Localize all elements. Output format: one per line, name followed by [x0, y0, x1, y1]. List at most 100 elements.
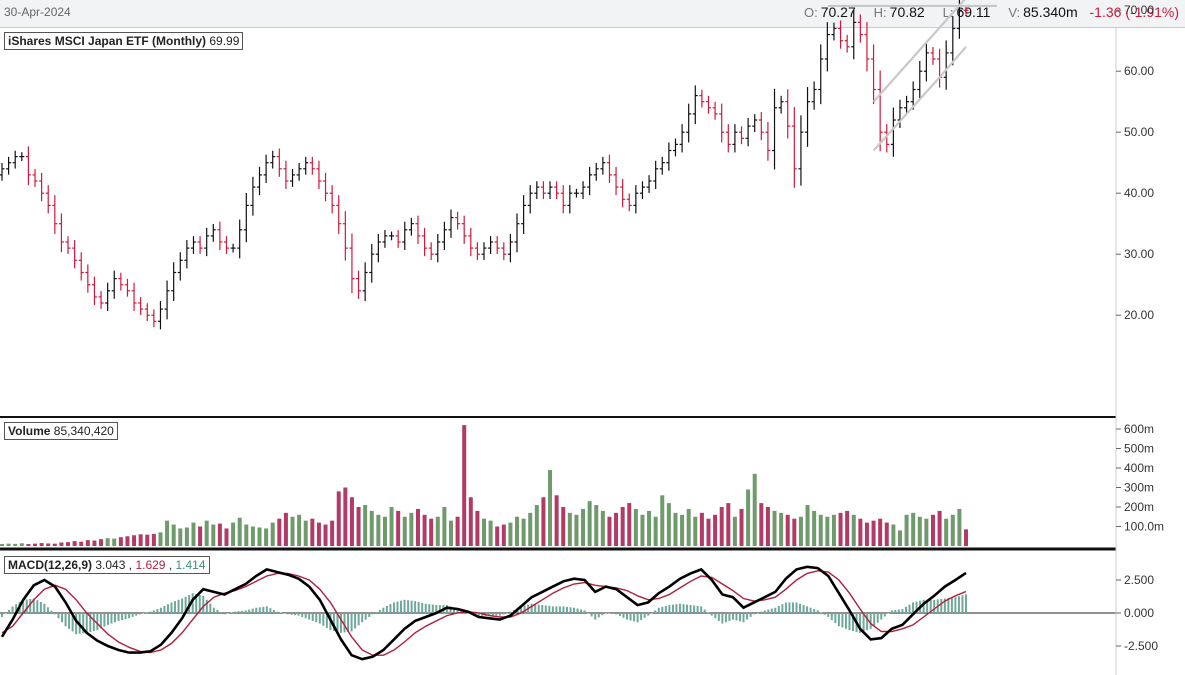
macd-histogram-bar	[25, 599, 28, 613]
volume-bar	[39, 543, 44, 546]
macd-histogram-bar	[929, 599, 932, 613]
volume-bar	[257, 527, 262, 546]
macd-histogram-bar	[940, 598, 943, 613]
macd-histogram-bar	[230, 612, 233, 614]
volume-bar	[561, 507, 566, 546]
volume-bar	[818, 514, 823, 546]
price-bar	[435, 233, 441, 263]
price-y-label: 30.00	[1124, 247, 1154, 261]
macd-histogram-bar	[244, 610, 247, 613]
macd-legend[interactable]: MACD(12,26,9) 3.043 , 1.629 , 1.414	[4, 556, 210, 574]
macd-histogram-bar	[548, 605, 551, 613]
macd-histogram-bar	[562, 606, 565, 613]
price-bar	[124, 278, 130, 297]
macd-histogram-bar	[820, 612, 823, 614]
macd-histogram-bar	[262, 606, 265, 613]
macd-histogram-bar	[950, 597, 953, 613]
macd-histogram-bar	[32, 598, 35, 613]
volume-bar	[785, 514, 790, 546]
macd-histogram-bar	[71, 613, 74, 632]
macd-histogram-bar	[181, 598, 184, 613]
price-bar	[250, 176, 256, 216]
price-bar	[217, 221, 223, 251]
macd-histogram-bar	[248, 609, 251, 613]
volume-bar	[217, 523, 222, 546]
volume-bar	[680, 514, 685, 546]
volume-bar	[904, 514, 909, 546]
macd-histogram-bar	[947, 598, 950, 613]
price-bar	[785, 89, 791, 139]
volume-bar	[594, 505, 599, 546]
volume-bar	[198, 526, 203, 546]
volume-bar	[250, 526, 255, 546]
macd-histogram-bar	[788, 602, 791, 613]
macd-histogram-bar	[15, 604, 18, 613]
price-bar	[580, 181, 586, 200]
price-bar	[329, 185, 335, 214]
price-bar	[963, 5, 969, 15]
volume-bar	[937, 510, 942, 546]
macd-histogram-bar	[477, 613, 480, 617]
macd-histogram-bar	[145, 612, 148, 614]
price-bar	[547, 181, 553, 200]
volume-bar	[105, 538, 110, 546]
macd-histogram-bar	[431, 604, 434, 613]
volume-bar	[534, 505, 539, 546]
volume-bar	[627, 503, 632, 546]
volume-bar	[858, 518, 863, 546]
price-bar	[838, 20, 844, 49]
macd-histogram-bar	[728, 613, 731, 621]
macd-histogram-bar	[657, 607, 660, 613]
macd-histogram-bar	[1, 613, 3, 617]
volume-bar	[567, 512, 572, 546]
macd-histogram-bar	[400, 600, 403, 613]
macd-histogram-bar	[915, 601, 918, 613]
macd-histogram-bar	[223, 613, 226, 615]
macd-histogram-bar	[873, 613, 876, 626]
macd-histogram-bar	[255, 607, 258, 613]
macd-histogram-bar	[622, 613, 625, 618]
volume-bar	[878, 518, 883, 546]
price-bar	[85, 264, 91, 293]
price-bar	[65, 236, 71, 254]
macd-histogram-bar	[555, 606, 558, 613]
price-bar	[342, 211, 348, 261]
price-bar	[864, 22, 870, 72]
volume-bar	[706, 518, 711, 546]
volume-bar	[779, 512, 784, 546]
macd-histogram-bar	[311, 613, 314, 621]
macd-histogram-bar	[265, 606, 268, 613]
price-bar	[72, 240, 78, 269]
volume-bar	[151, 533, 156, 546]
price-bar	[824, 22, 830, 72]
macd-histogram-bar	[505, 613, 508, 614]
macd-histogram-bar	[234, 611, 237, 613]
low-value: 69.11	[956, 4, 991, 20]
volume-legend[interactable]: Volume 85,340,420	[4, 422, 118, 440]
ohlc-readout: O: 70.27 H: 70.82 L: 69.11 V: 85.340m -1.36 …	[790, 4, 1179, 20]
macd-histogram-bar	[103, 613, 106, 627]
macd-histogram-bar	[421, 602, 424, 613]
macd-histogram-bar	[149, 611, 152, 613]
macd-histogram-bar	[138, 613, 141, 615]
macd-y-label: -2.500	[1124, 639, 1158, 653]
macd-histogram-bar	[460, 610, 463, 613]
macd-histogram-bar	[279, 612, 282, 614]
macd-histogram-bar	[50, 610, 53, 613]
volume-bar	[237, 517, 242, 546]
macd-histogram-bar	[848, 613, 851, 631]
macd-histogram-bar	[806, 606, 809, 613]
volume-bar	[455, 516, 460, 546]
macd-histogram-bar	[385, 605, 388, 613]
macd-histogram-bar	[85, 613, 88, 633]
macd-histogram-bar	[770, 608, 773, 613]
volume-bar	[165, 520, 170, 546]
macd-histogram-bar	[205, 599, 208, 613]
macd-histogram-bar	[714, 613, 717, 619]
macd-histogram-bar	[594, 613, 597, 620]
macd-histogram-bar	[467, 613, 470, 614]
price-legend[interactable]: iShares MSCI Japan ETF (Monthly) 69.99	[4, 32, 244, 50]
macd-histogram-bar	[753, 613, 756, 615]
volume-y-label: 100.0m	[1124, 520, 1164, 534]
macd-histogram-bar	[4, 613, 7, 614]
